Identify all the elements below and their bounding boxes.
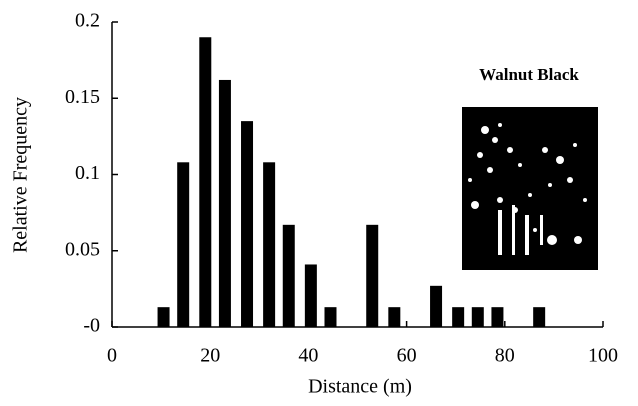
bar [157, 307, 170, 327]
bar [471, 307, 484, 327]
y-tick-label: 0.05 [65, 238, 100, 260]
x-tick-label: 60 [397, 345, 417, 367]
x-tick-label: 40 [298, 345, 318, 367]
bar [241, 121, 254, 327]
bar [533, 307, 546, 327]
bar [366, 224, 379, 327]
bar [263, 162, 276, 327]
bar [199, 37, 212, 327]
y-tick-label: -0 [83, 315, 100, 337]
bar [324, 307, 337, 327]
bar [430, 285, 443, 327]
inset-foliage [468, 123, 587, 255]
x-tick-label: 80 [495, 345, 515, 367]
y-tick-label: 0.2 [75, 10, 100, 32]
bar [452, 307, 465, 327]
bar [282, 224, 295, 327]
y-tick-label: 0.1 [75, 162, 100, 184]
inset-label: Walnut Black [479, 65, 579, 84]
x-axis-label: Distance (m) [308, 376, 412, 398]
bar [304, 264, 317, 327]
inset-image [462, 107, 598, 270]
x-tick-label: 0 [107, 345, 117, 367]
y-axis-label: Relative Frequency [10, 97, 32, 253]
bar [218, 79, 231, 327]
x-tick-label: 100 [588, 345, 618, 367]
y-tick-label: 0.15 [65, 86, 100, 108]
bar [177, 162, 190, 327]
bar [388, 307, 401, 327]
x-tick-label: 20 [200, 345, 220, 367]
bar [491, 307, 504, 327]
